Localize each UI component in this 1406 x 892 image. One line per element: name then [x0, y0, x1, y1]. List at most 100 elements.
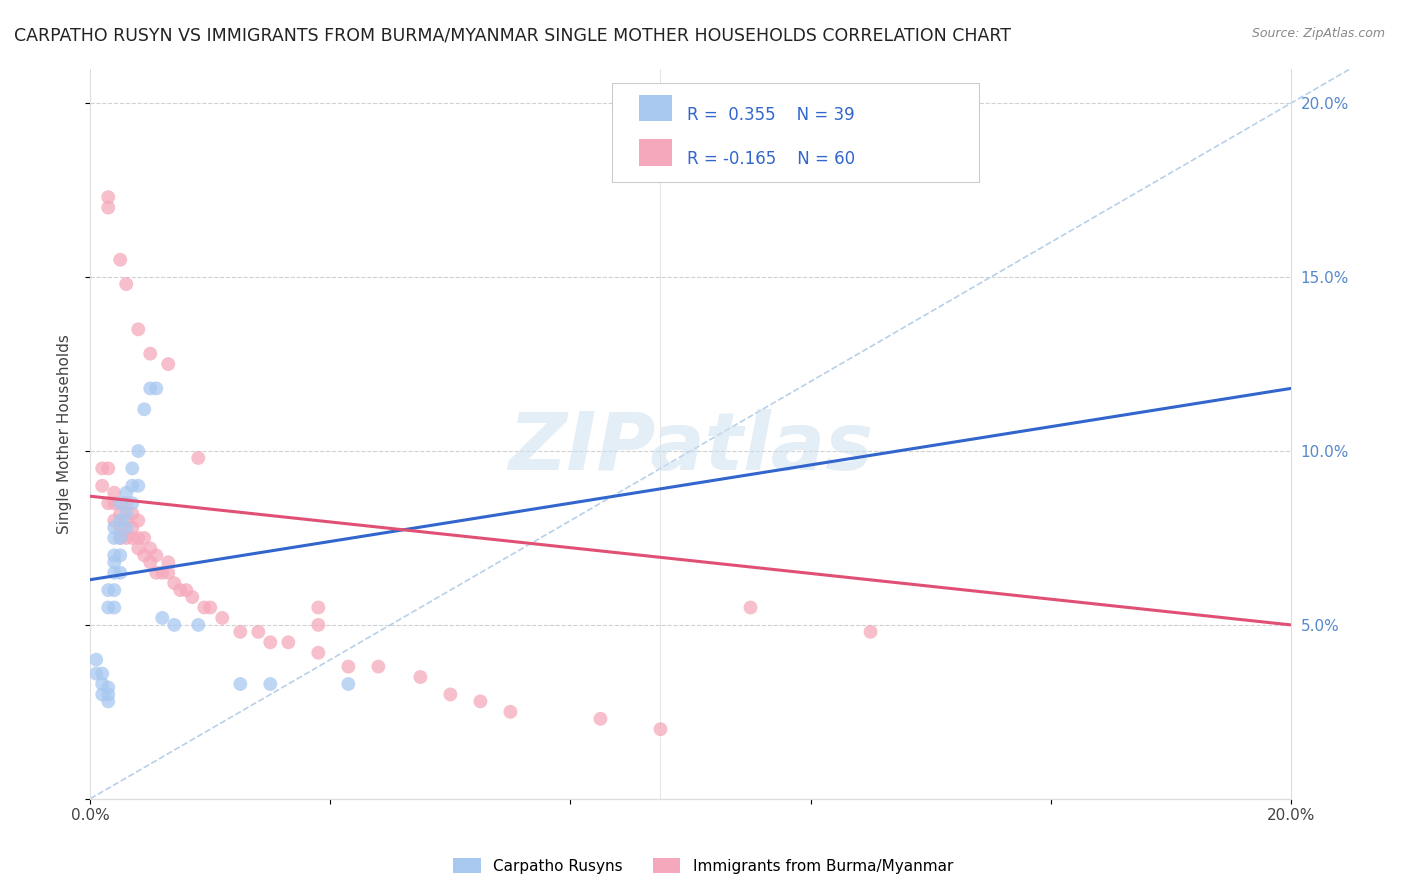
FancyBboxPatch shape [613, 83, 979, 182]
Point [157, 566, 180, 580]
Point [163, 618, 186, 632]
Point [110, 549, 132, 563]
Point [115, 514, 138, 528]
Point [115, 520, 138, 534]
Point [91, 479, 114, 493]
Point [187, 618, 209, 632]
Point [409, 670, 432, 684]
Point [150, 611, 173, 625]
Point [439, 688, 461, 702]
Point [337, 659, 360, 673]
Point [163, 576, 186, 591]
Point [127, 479, 149, 493]
Point [277, 635, 299, 649]
Point [103, 555, 125, 569]
Point [134, 402, 156, 417]
Point [110, 566, 132, 580]
Point [115, 485, 138, 500]
Point [110, 252, 132, 267]
Point [181, 590, 204, 604]
Point [139, 555, 162, 569]
Text: CARPATHO RUSYN VS IMMIGRANTS FROM BURMA/MYANMAR SINGLE MOTHER HOUSEHOLDS CORRELA: CARPATHO RUSYN VS IMMIGRANTS FROM BURMA/… [14, 27, 1011, 45]
Point [103, 514, 125, 528]
Point [110, 514, 132, 528]
Point [259, 677, 281, 691]
Point [134, 549, 156, 563]
Point [307, 600, 329, 615]
Point [110, 531, 132, 545]
Point [103, 496, 125, 510]
Point [121, 461, 143, 475]
Point [650, 723, 672, 737]
Point [121, 520, 143, 534]
Point [103, 549, 125, 563]
Point [211, 611, 233, 625]
Point [115, 507, 138, 521]
Point [97, 201, 120, 215]
Point [97, 190, 120, 204]
Point [145, 549, 167, 563]
Point [97, 583, 120, 598]
FancyBboxPatch shape [638, 95, 672, 121]
Point [91, 688, 114, 702]
Point [169, 583, 191, 598]
Point [127, 514, 149, 528]
Point [859, 624, 882, 639]
Point [139, 541, 162, 556]
Point [115, 496, 138, 510]
Point [84, 653, 107, 667]
Point [307, 646, 329, 660]
Point [157, 357, 180, 371]
Point [139, 346, 162, 360]
Point [121, 507, 143, 521]
Point [127, 541, 149, 556]
Point [174, 583, 197, 598]
Point [97, 496, 120, 510]
Text: ZIPatlas: ZIPatlas [508, 409, 873, 487]
Point [499, 705, 522, 719]
Text: Source: ZipAtlas.com: Source: ZipAtlas.com [1251, 27, 1385, 40]
Point [134, 531, 156, 545]
Point [470, 694, 492, 708]
Point [103, 485, 125, 500]
Point [589, 712, 612, 726]
Point [145, 381, 167, 395]
Point [110, 507, 132, 521]
Point [121, 496, 143, 510]
Point [157, 555, 180, 569]
Point [97, 600, 120, 615]
Point [91, 677, 114, 691]
Point [103, 583, 125, 598]
Point [91, 666, 114, 681]
Point [247, 624, 270, 639]
Point [84, 666, 107, 681]
Legend: Carpatho Rusyns, Immigrants from Burma/Myanmar: Carpatho Rusyns, Immigrants from Burma/M… [447, 852, 959, 880]
Point [97, 681, 120, 695]
Point [145, 566, 167, 580]
Point [127, 444, 149, 458]
Point [740, 600, 762, 615]
Point [187, 450, 209, 465]
Point [103, 531, 125, 545]
Point [200, 600, 222, 615]
Point [115, 277, 138, 292]
Y-axis label: Single Mother Households: Single Mother Households [58, 334, 72, 533]
Point [97, 688, 120, 702]
Point [337, 677, 360, 691]
Point [110, 531, 132, 545]
Point [103, 566, 125, 580]
Point [229, 624, 252, 639]
FancyBboxPatch shape [638, 139, 672, 166]
Point [103, 520, 125, 534]
Point [139, 381, 162, 395]
Point [229, 677, 252, 691]
Point [150, 566, 173, 580]
Point [307, 618, 329, 632]
Point [97, 461, 120, 475]
Point [193, 600, 215, 615]
Point [103, 600, 125, 615]
Point [110, 520, 132, 534]
Point [367, 659, 389, 673]
Point [127, 322, 149, 336]
Point [121, 531, 143, 545]
